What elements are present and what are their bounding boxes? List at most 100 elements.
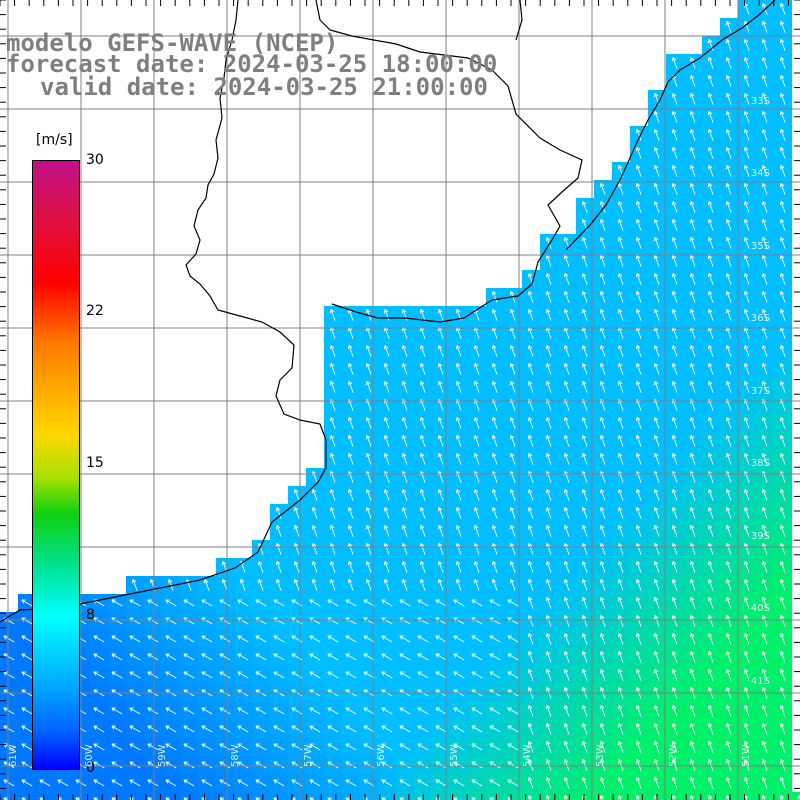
wind-arrow <box>345 707 357 715</box>
wind-arrow <box>707 615 714 627</box>
wind-arrow <box>509 525 516 537</box>
wind-arrow <box>653 525 660 537</box>
wind-arrow <box>471 725 483 733</box>
wind-arrow <box>689 111 696 123</box>
wind-speed-cell <box>36 792 54 800</box>
wind-arrow <box>545 381 552 393</box>
wind-arrow <box>743 93 750 105</box>
wind-arrow <box>489 653 501 661</box>
wind-arrow <box>419 435 426 447</box>
wind-speed-cell <box>486 792 504 800</box>
wind-arrow <box>347 363 354 375</box>
wind-arrow <box>383 363 390 375</box>
wind-arrow <box>93 743 105 751</box>
wind-speed-cell <box>666 792 684 800</box>
lon-label: 55W <box>449 744 460 767</box>
wind-arrow <box>437 579 444 591</box>
wind-arrow <box>671 777 678 789</box>
wind-arrow <box>365 579 372 591</box>
wind-arrow <box>743 111 750 123</box>
wind-arrow <box>761 129 768 141</box>
wind-arrow <box>689 507 696 519</box>
wind-arrow <box>473 507 480 519</box>
wind-arrow <box>779 147 786 159</box>
wind-arrow <box>689 579 696 591</box>
wind-arrow <box>147 743 159 751</box>
wind-arrow <box>417 743 429 751</box>
wind-arrow <box>417 761 429 769</box>
wind-arrow <box>761 183 768 195</box>
wind-arrow <box>57 779 69 787</box>
wind-arrow <box>635 615 642 627</box>
wind-arrow <box>707 93 714 105</box>
wind-arrow <box>689 219 696 231</box>
wind-arrow <box>347 489 354 501</box>
wind-arrow <box>671 759 678 771</box>
wind-arrow <box>725 291 732 303</box>
wind-arrow <box>527 345 534 357</box>
wind-arrow <box>527 525 534 537</box>
wind-speed-cell <box>792 792 800 800</box>
wind-arrow <box>219 635 231 643</box>
wind-arrow <box>509 489 516 501</box>
wind-arrow <box>707 651 714 663</box>
coastline <box>0 0 776 623</box>
wind-arrow <box>653 219 660 231</box>
wind-arrow <box>671 93 678 105</box>
wind-arrow <box>545 579 552 591</box>
wind-arrow <box>563 597 570 609</box>
wind-arrow <box>725 435 732 447</box>
wind-arrow <box>599 795 605 800</box>
wind-arrow <box>671 705 678 717</box>
wind-arrow <box>147 599 159 607</box>
wind-arrow <box>635 633 642 645</box>
wind-arrow <box>599 453 606 465</box>
lon-label: 59W <box>157 744 168 767</box>
wind-arrow <box>743 435 750 447</box>
wind-arrow <box>779 777 786 789</box>
wind-arrow <box>401 453 408 465</box>
wind-arrow <box>201 653 213 661</box>
wind-arrow <box>563 255 570 267</box>
wind-arrow <box>743 345 750 357</box>
wind-arrow <box>689 453 696 465</box>
wind-arrow <box>743 363 750 375</box>
wind-arrow <box>725 507 732 519</box>
wind-speed-cell <box>432 792 450 800</box>
wind-arrow <box>653 741 660 753</box>
wind-arrow <box>707 147 714 159</box>
wind-arrow <box>671 129 678 141</box>
wind-arrow <box>671 561 678 573</box>
wind-arrow <box>707 561 714 573</box>
wind-arrow <box>671 633 678 645</box>
wind-arrow <box>293 561 300 573</box>
wind-arrow <box>671 183 678 195</box>
wind-arrow <box>257 561 264 573</box>
wind-arrow <box>581 723 588 735</box>
lat-label: 38S <box>750 458 770 469</box>
wind-arrow <box>671 579 678 591</box>
wind-arrow <box>689 651 696 663</box>
wind-arrow <box>129 779 141 787</box>
wind-arrow <box>21 725 33 733</box>
wind-arrow <box>743 381 750 393</box>
wind-arrow <box>743 219 750 231</box>
wind-arrow <box>147 707 159 715</box>
wind-arrow <box>653 615 660 627</box>
wind-arrow <box>725 381 732 393</box>
wind-arrow <box>347 345 354 357</box>
wind-arrow <box>491 525 498 537</box>
wind-speed-cell <box>450 792 468 800</box>
wind-arrow <box>255 635 267 643</box>
wind-arrow <box>761 39 768 51</box>
wind-arrow <box>581 363 588 375</box>
wind-arrow <box>743 759 750 771</box>
wind-arrow <box>417 725 429 733</box>
wind-arrow <box>381 635 393 643</box>
wind-arrow <box>599 633 606 645</box>
wind-arrow <box>725 57 732 69</box>
wind-arrow <box>365 507 372 519</box>
wind-arrow <box>381 761 393 769</box>
wind-arrow <box>725 579 732 591</box>
wind-arrow <box>743 453 750 465</box>
